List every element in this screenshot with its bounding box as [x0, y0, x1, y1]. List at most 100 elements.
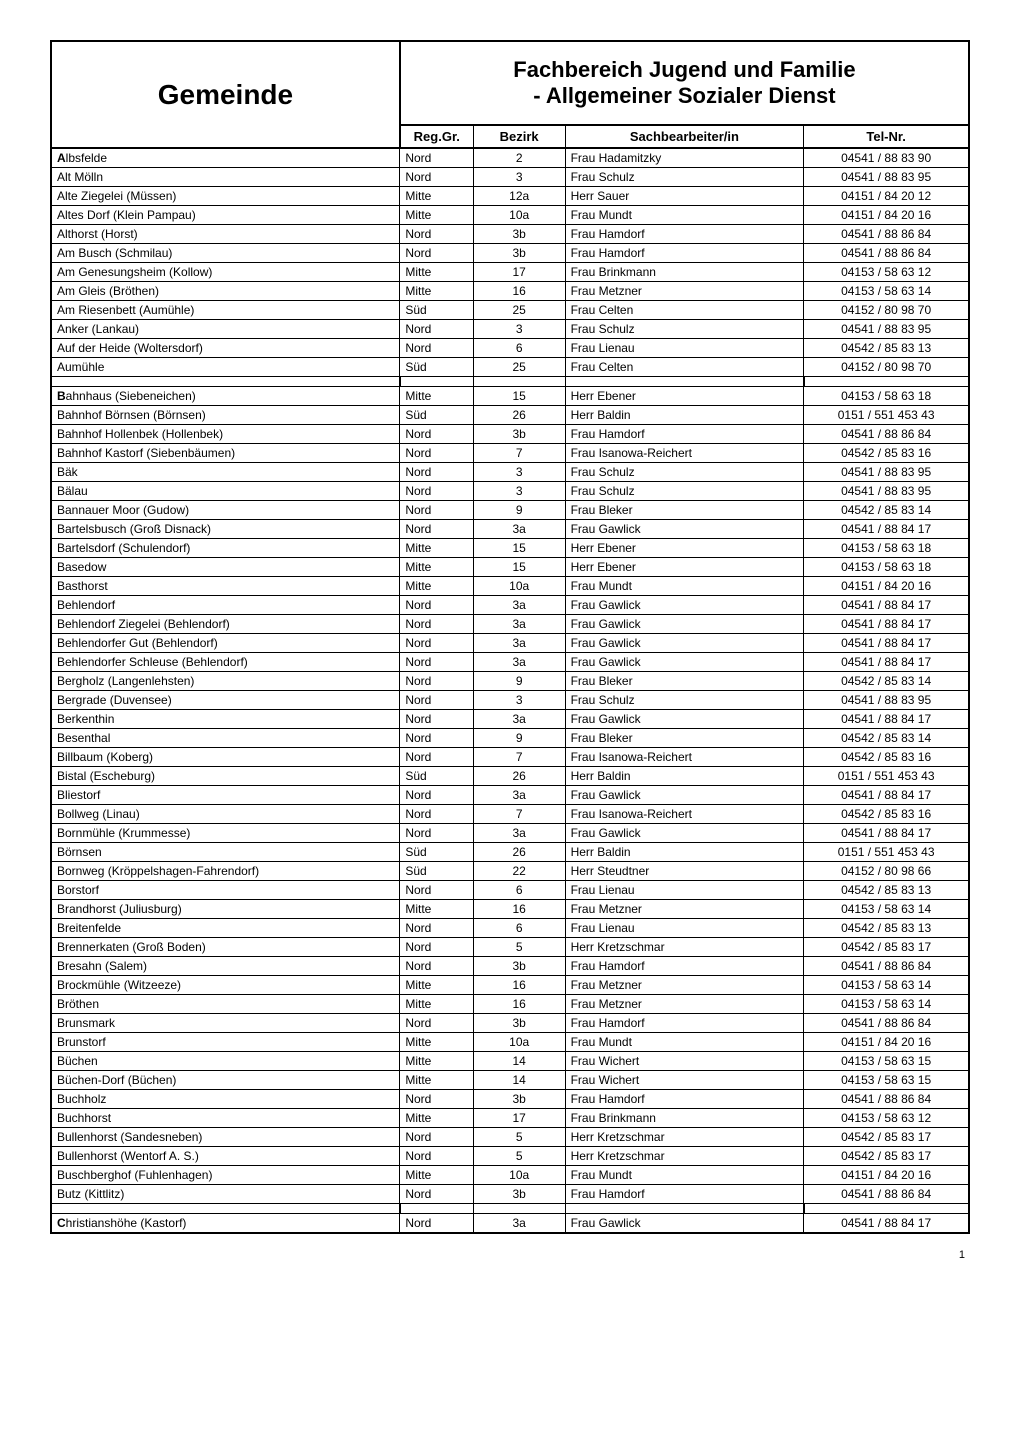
- cell-bezirk: 16: [473, 900, 565, 919]
- cell-tel: 04542 / 85 83 17: [804, 1128, 969, 1147]
- cell-gemeinde: Bälau: [51, 482, 400, 501]
- cell-tel: 04541 / 88 83 90: [804, 148, 969, 168]
- cell-sachb: Frau Gawlick: [565, 634, 804, 653]
- table-row: Althorst (Horst)Nord3bFrau Hamdorf04541 …: [51, 225, 969, 244]
- table-row: Bergrade (Duvensee)Nord3Frau Schulz04541…: [51, 691, 969, 710]
- cell-sachb: Herr Baldin: [565, 406, 804, 425]
- cell-tel: 04542 / 85 83 16: [804, 805, 969, 824]
- cell-tel: 04153 / 58 63 14: [804, 282, 969, 301]
- cell-bezirk: 3a: [473, 634, 565, 653]
- cell-bezirk: 5: [473, 1147, 565, 1166]
- cell-reggr: Nord: [400, 748, 473, 767]
- cell-bezirk: 3a: [473, 824, 565, 843]
- cell-sachb: Frau Wichert: [565, 1052, 804, 1071]
- cell-gemeinde: Berkenthin: [51, 710, 400, 729]
- cell-reggr: Mitte: [400, 187, 473, 206]
- table-row: BörnsenSüd26Herr Baldin0151 / 551 453 43: [51, 843, 969, 862]
- cell-tel: 04153 / 58 63 15: [804, 1071, 969, 1090]
- table-row: Am Riesenbett (Aumühle)Süd25Frau Celten0…: [51, 301, 969, 320]
- cell-tel: 04541 / 88 83 95: [804, 463, 969, 482]
- table-row: Bartelsdorf (Schulendorf)Mitte15Herr Ebe…: [51, 539, 969, 558]
- cell-gemeinde: Anker (Lankau): [51, 320, 400, 339]
- cell-gemeinde: Auf der Heide (Woltersdorf): [51, 339, 400, 358]
- cell-tel: 04541 / 88 83 95: [804, 691, 969, 710]
- cell-reggr: Mitte: [400, 1166, 473, 1185]
- cell-bezirk: 26: [473, 843, 565, 862]
- cell-gemeinde: Borstorf: [51, 881, 400, 900]
- cell-reggr: Mitte: [400, 206, 473, 225]
- cell-gemeinde: Am Riesenbett (Aumühle): [51, 301, 400, 320]
- cell-reggr: Mitte: [400, 995, 473, 1014]
- cell-sachb: Frau Hamdorf: [565, 1090, 804, 1109]
- cell-gemeinde: Breitenfelde: [51, 919, 400, 938]
- cell-sachb: Frau Wichert: [565, 1071, 804, 1090]
- cell-reggr: Mitte: [400, 1071, 473, 1090]
- cell-sachb: Frau Bleker: [565, 672, 804, 691]
- cell-sachb: Herr Ebener: [565, 387, 804, 406]
- cell-sachb: Frau Schulz: [565, 691, 804, 710]
- cell-reggr: Nord: [400, 596, 473, 615]
- cell-tel: 04541 / 88 83 95: [804, 168, 969, 187]
- table-row: BäkNord3Frau Schulz04541 / 88 83 95: [51, 463, 969, 482]
- cell-bezirk: 6: [473, 339, 565, 358]
- cell-reggr: Süd: [400, 406, 473, 425]
- cell-sachb: Frau Gawlick: [565, 710, 804, 729]
- table-row: Buschberghof (Fuhlenhagen)Mitte10aFrau M…: [51, 1166, 969, 1185]
- cell-gemeinde: Basthorst: [51, 577, 400, 596]
- cell-bezirk: 7: [473, 444, 565, 463]
- cell-sachb: Frau Schulz: [565, 168, 804, 187]
- cell-gemeinde: Behlendorf Ziegelei (Behlendorf): [51, 615, 400, 634]
- cell-reggr: Mitte: [400, 976, 473, 995]
- col-header-reggr: Reg.Gr.: [400, 125, 473, 148]
- cell-tel: 04152 / 80 98 70: [804, 301, 969, 320]
- table-row: Alt MöllnNord3Frau Schulz04541 / 88 83 9…: [51, 168, 969, 187]
- cell-bezirk: 3: [473, 463, 565, 482]
- table-row: Altes Dorf (Klein Pampau)Mitte10aFrau Mu…: [51, 206, 969, 225]
- table-row: BälauNord3Frau Schulz04541 / 88 83 95: [51, 482, 969, 501]
- cell-bezirk: 9: [473, 729, 565, 748]
- cell-reggr: Nord: [400, 1214, 473, 1234]
- cell-tel: 04153 / 58 63 14: [804, 900, 969, 919]
- cell-sachb: Frau Isanowa-Reichert: [565, 748, 804, 767]
- cell-tel: 04541 / 88 86 84: [804, 425, 969, 444]
- cell-sachb: Frau Mundt: [565, 206, 804, 225]
- cell-tel: 0151 / 551 453 43: [804, 843, 969, 862]
- cell-gemeinde: Brennerkaten (Groß Boden): [51, 938, 400, 957]
- spacer-row: [51, 1204, 969, 1214]
- cell-sachb: Frau Metzner: [565, 976, 804, 995]
- cell-reggr: Nord: [400, 501, 473, 520]
- table-row: Bornmühle (Krummesse)Nord3aFrau Gawlick0…: [51, 824, 969, 843]
- cell-tel: 04153 / 58 63 14: [804, 995, 969, 1014]
- cell-gemeinde: Althorst (Horst): [51, 225, 400, 244]
- cell-reggr: Nord: [400, 225, 473, 244]
- cell-tel: 04153 / 58 63 18: [804, 539, 969, 558]
- cell-bezirk: 10a: [473, 1166, 565, 1185]
- cell-sachb: Herr Kretzschmar: [565, 1147, 804, 1166]
- cell-tel: 04153 / 58 63 12: [804, 1109, 969, 1128]
- cell-sachb: Frau Mundt: [565, 1166, 804, 1185]
- fachbereich-title: Fachbereich Jugend und Familie - Allgeme…: [400, 41, 969, 125]
- table-row: Behlendorfer Schleuse (Behlendorf)Nord3a…: [51, 653, 969, 672]
- cell-gemeinde: Am Gleis (Bröthen): [51, 282, 400, 301]
- cell-reggr: Nord: [400, 634, 473, 653]
- cell-sachb: Frau Lienau: [565, 339, 804, 358]
- cell-sachb: Frau Gawlick: [565, 615, 804, 634]
- cell-sachb: Frau Gawlick: [565, 1214, 804, 1234]
- fachbereich-line1: Fachbereich Jugend und Familie: [513, 57, 855, 82]
- cell-reggr: Nord: [400, 168, 473, 187]
- cell-sachb: Frau Gawlick: [565, 520, 804, 539]
- cell-tel: 04541 / 88 84 17: [804, 1214, 969, 1234]
- table-row: BuchholzNord3bFrau Hamdorf04541 / 88 86 …: [51, 1090, 969, 1109]
- cell-reggr: Nord: [400, 1185, 473, 1204]
- cell-tel: 04541 / 88 84 17: [804, 653, 969, 672]
- cell-bezirk: 6: [473, 881, 565, 900]
- cell-bezirk: 3a: [473, 615, 565, 634]
- table-row: BröthenMitte16Frau Metzner04153 / 58 63 …: [51, 995, 969, 1014]
- cell-reggr: Nord: [400, 824, 473, 843]
- cell-gemeinde: Bornweg (Kröppelshagen-Fahrendorf): [51, 862, 400, 881]
- cell-tel: 04541 / 88 86 84: [804, 225, 969, 244]
- cell-tel: 04153 / 58 63 12: [804, 263, 969, 282]
- cell-tel: 04541 / 88 83 95: [804, 320, 969, 339]
- table-row: BrunsmarkNord3bFrau Hamdorf04541 / 88 86…: [51, 1014, 969, 1033]
- cell-tel: 04541 / 88 86 84: [804, 244, 969, 263]
